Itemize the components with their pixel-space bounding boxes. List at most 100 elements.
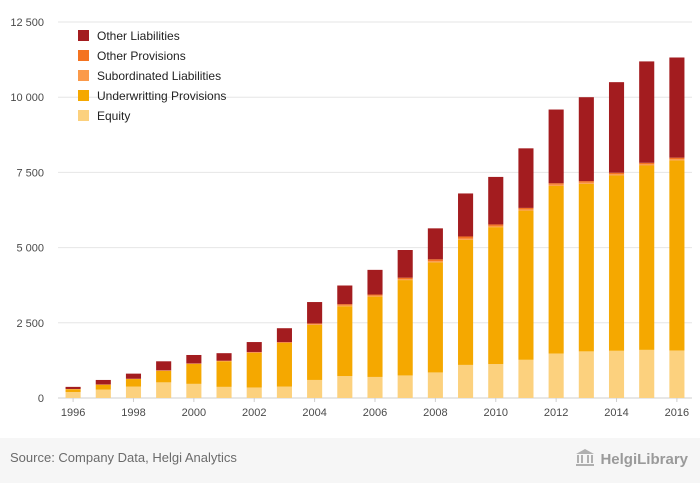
bar-segment xyxy=(578,183,594,352)
bar-segment xyxy=(397,279,413,281)
bar-segment xyxy=(669,350,685,398)
bar-segment xyxy=(216,353,232,361)
bar-segment xyxy=(608,350,625,398)
x-tick-label: 2016 xyxy=(665,407,689,419)
x-tick-label: 1998 xyxy=(121,407,145,419)
bar-segment xyxy=(276,342,292,387)
bar-segment xyxy=(427,262,443,373)
y-tick-label: 2 500 xyxy=(16,318,44,330)
bar-segment xyxy=(246,352,262,388)
bar-segment xyxy=(186,383,202,398)
bar-segment xyxy=(397,375,413,398)
bar-segment xyxy=(458,239,474,365)
bar-segment xyxy=(276,386,292,398)
bar-segment xyxy=(397,277,413,280)
legend-swatch xyxy=(78,70,89,81)
bar-segment xyxy=(276,328,292,343)
bar-segment xyxy=(307,324,323,380)
bar-segment xyxy=(518,148,534,208)
bar-segment xyxy=(518,207,534,210)
bar-segment xyxy=(367,295,383,297)
bar-segment xyxy=(307,323,323,325)
library-building-icon xyxy=(575,448,595,471)
bar-segment xyxy=(125,373,142,379)
bar-segment xyxy=(427,259,443,262)
legend-swatch xyxy=(78,50,89,61)
bar-segment xyxy=(488,227,504,365)
bar-segment xyxy=(669,159,685,161)
bar-segment xyxy=(156,370,172,383)
bar-segment xyxy=(458,238,474,240)
bar-segment xyxy=(548,353,564,398)
bar-segment xyxy=(427,228,443,260)
bar-segment xyxy=(578,182,594,184)
bar-segment xyxy=(246,342,262,352)
x-tick-label: 2002 xyxy=(242,407,266,419)
bar-segment xyxy=(639,349,655,398)
bar-segment xyxy=(65,389,81,392)
x-tick-label: 2004 xyxy=(302,407,326,419)
bar-segment xyxy=(367,376,383,398)
bar-segment xyxy=(307,379,323,398)
bar-segment xyxy=(548,109,564,184)
bar-segment xyxy=(669,57,685,158)
y-axis-ticks: 0 2 500 5 000 7 500 10 000 12 500 xyxy=(10,17,44,405)
source-text: Source: Company Data, Helgi Analytics xyxy=(10,450,237,465)
bar-segment xyxy=(669,160,685,351)
bar-segment xyxy=(307,302,323,324)
bar-segment xyxy=(246,387,262,398)
bar-segment xyxy=(427,372,443,398)
bar-segment xyxy=(65,391,81,398)
bar-segment xyxy=(216,361,232,387)
bar-segment xyxy=(458,193,474,237)
bar-segment xyxy=(156,382,172,398)
x-tick-label: 2006 xyxy=(363,407,387,419)
legend-label: Subordinated Liabilities xyxy=(97,69,221,83)
bar-segment xyxy=(95,389,111,398)
bar-segment xyxy=(337,376,353,398)
bar-segment xyxy=(95,379,111,385)
bar-segment xyxy=(65,386,81,389)
bar-segment xyxy=(337,305,353,307)
bar-segment xyxy=(488,225,504,228)
y-tick-label: 5 000 xyxy=(16,243,44,255)
bar-segment xyxy=(608,174,625,176)
bar-segment xyxy=(578,351,594,398)
bar-segment xyxy=(578,97,594,182)
bar-segment xyxy=(518,210,534,360)
bar-segment xyxy=(125,379,142,387)
bar-segment xyxy=(548,184,564,186)
x-tick-label: 2014 xyxy=(604,407,628,419)
x-axis-ticks: 1996 1998 2000 2002 2004 2006 2008 2010 2012 2014… xyxy=(61,398,689,419)
bar-segment xyxy=(458,364,474,398)
legend-label: Other Provisions xyxy=(97,49,186,63)
legend: Other Liabilities Other Provisions Subordi… xyxy=(78,29,226,123)
y-tick-label: 0 xyxy=(38,393,44,405)
bar-segment xyxy=(639,61,655,163)
bar-segment xyxy=(95,384,111,390)
bar-segment xyxy=(307,324,323,325)
bar-segment xyxy=(548,183,564,185)
bar-segment xyxy=(397,250,413,278)
y-tick-label: 10 000 xyxy=(10,92,44,104)
x-tick-label: 2012 xyxy=(544,407,568,419)
bar-segment xyxy=(639,165,655,350)
y-tick-label: 7 500 xyxy=(16,167,44,179)
bar-segment xyxy=(639,162,655,165)
x-tick-label: 2010 xyxy=(484,407,508,419)
bar-segment xyxy=(367,296,383,377)
bar-segment xyxy=(458,236,474,239)
bar-segment xyxy=(427,261,443,263)
legend-label: Underwritting Provisions xyxy=(97,89,226,103)
bar-segment xyxy=(125,386,142,398)
brand-logo: HelgiLibrary xyxy=(575,448,688,471)
bar-segment xyxy=(156,361,172,371)
bar-segment xyxy=(337,306,353,377)
legend-label: Equity xyxy=(97,109,130,123)
bar-segment xyxy=(488,364,504,398)
bar-segment xyxy=(488,224,504,226)
bar-segment xyxy=(488,176,504,225)
chart: 0 2 500 5 000 7 500 10 000 12 500 1996 1998 200… xyxy=(10,17,692,419)
bar-segment xyxy=(186,364,202,384)
legend-swatch xyxy=(78,90,89,101)
